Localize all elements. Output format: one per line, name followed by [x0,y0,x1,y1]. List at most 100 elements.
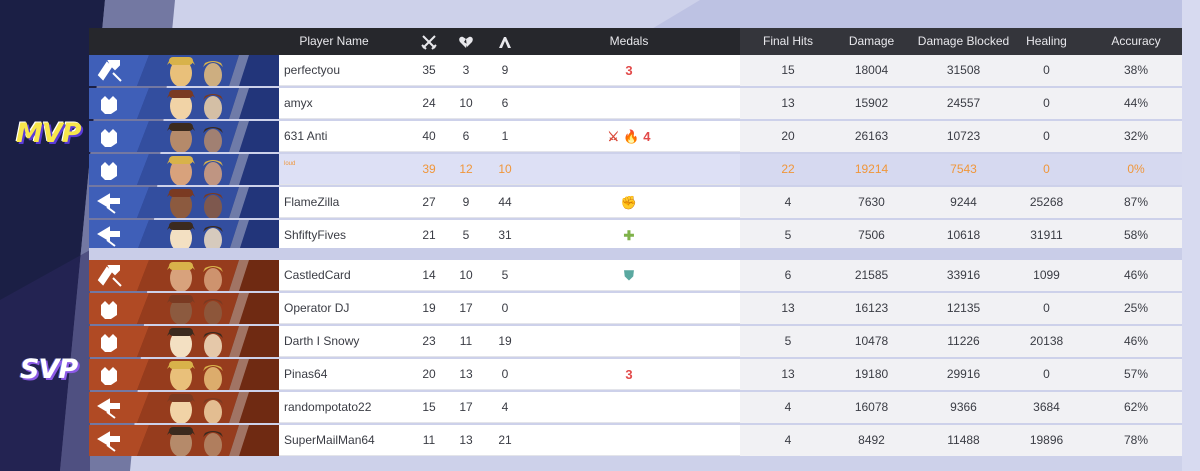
player-name[interactable]: Darth I Snowy [284,334,360,348]
swords-medal-icon: ⚔ [607,129,620,144]
healing: 3684 [1033,400,1060,414]
player-name[interactable]: Pinas64 [284,367,328,381]
header-player-name: Player Name [299,34,369,48]
duelist-icon [101,162,117,180]
damage-blocked: 10618 [946,228,981,242]
healing: 20138 [1029,334,1064,348]
final-hits: 13 [781,301,795,315]
handshake-icon [490,28,520,55]
triple-kill-medal-icon: 3 [625,63,633,78]
accuracy: 46% [1123,268,1149,282]
hero-portrait [89,121,279,152]
damage-blocked: 11226 [947,334,980,348]
team-divider [89,248,1182,260]
assists: 31 [498,228,512,242]
hero-portrait [89,392,279,423]
assists: 9 [501,63,509,77]
crossed-swords-icon [414,28,444,55]
final-hits: 4 [784,195,792,209]
damage: 18004 [854,63,889,77]
deaths: 5 [462,228,470,242]
player-row[interactable]: CastledCard 14 10 5 6 21585 33916 1099 46% ⛊ [89,260,1182,291]
hero-portrait [89,293,279,324]
player-name[interactable]: 631 Anti [284,129,328,143]
player-row[interactable]: 631 Anti 40 6 1 20 26163 10723 0 32% ⚔ 🔥 4 [89,121,1182,152]
accuracy: 62% [1123,400,1149,414]
duelist-icon [101,96,117,114]
damage: 15902 [854,96,889,110]
assists: 5 [501,268,509,282]
damage: 19180 [854,367,889,381]
hero-portrait [89,260,279,291]
final-hits: 4 [784,433,792,447]
medals [579,425,679,456]
deaths: 17 [459,400,473,414]
player-row[interactable]: randompotato22 15 17 4 4 16078 9366 3684 62% [89,392,1182,423]
player-name[interactable]: CastledCard [284,268,351,282]
player-row[interactable]: perfectyou 35 3 9 15 18004 31508 0 38% 3 [89,55,1182,86]
deaths: 6 [462,129,470,143]
player-name[interactable]: Operator DJ [284,301,350,315]
player-row[interactable]: SuperMailMan64 11 13 21 4 8492 11488 19896 78% [89,425,1182,456]
damage-blocked: 31508 [946,63,981,77]
player-row[interactable]: amyx 24 10 6 13 15902 24557 0 44% [89,88,1182,119]
final-hits: 6 [784,268,792,282]
accuracy: 38% [1123,63,1149,77]
healing: 0 [1043,367,1050,381]
accuracy: 78% [1123,433,1149,447]
damage-blocked: 7543 [950,162,977,176]
vanguard-icon [97,60,122,82]
damage-blocked: 11488 [947,433,980,447]
damage: 16123 [854,301,889,315]
player-name[interactable]: loud [284,161,296,167]
player-row[interactable]: loud 39 12 10 22 19214 7543 0 0% [89,154,1182,185]
accuracy: 32% [1123,129,1149,143]
fire-medal-icon: 🔥 [623,129,640,144]
strategist-icon [97,226,120,247]
player-name[interactable]: SuperMailMan64 [284,433,375,447]
healing: 25268 [1029,195,1064,209]
hero-portrait [89,154,279,185]
player-name[interactable]: amyx [284,96,313,110]
medals: ⚔ 🔥 4 [579,121,679,152]
player-row[interactable]: Pinas64 20 13 0 13 19180 29916 0 57% 3 [89,359,1182,390]
deaths: 12 [459,162,473,176]
hero-portrait [89,187,279,218]
kills: 23 [422,334,436,348]
kills: 35 [422,63,436,77]
player-row[interactable]: Operator DJ 19 17 0 13 16123 12135 0 25% [89,293,1182,324]
quad-kill-medal-icon: 4 [643,129,651,144]
damage-blocked: 24557 [946,96,981,110]
kills: 39 [422,162,436,176]
assists: 1 [501,129,509,143]
hero-portrait [89,220,279,251]
player-name[interactable]: FlameZilla [284,195,340,209]
medals: 3 [579,55,679,86]
deaths: 11 [459,334,473,348]
final-hits: 13 [781,367,795,381]
duelist-icon [101,301,117,319]
duelist-icon [101,334,117,352]
accuracy: 87% [1123,195,1149,209]
damage: 8492 [858,433,885,447]
player-name[interactable]: perfectyou [284,63,341,77]
final-hits: 5 [784,228,792,242]
medals [579,326,679,357]
damage-blocked: 9366 [950,400,977,414]
player-name[interactable]: randompotato22 [284,400,372,414]
player-row[interactable]: Darth I Snowy 23 11 19 5 10478 11226 20138 46% [89,326,1182,357]
player-row[interactable]: FlameZilla 27 9 44 4 7630 9244 25268 87% ✊ [89,187,1182,218]
medals: 3 [579,359,679,390]
player-row[interactable]: ShfiftyFives 21 5 31 5 7506 10618 31911 58% ✚ [89,220,1182,251]
healing: 0 [1043,162,1050,176]
medals: ✊ [579,187,679,218]
shield-medal-icon: ⛊ [624,268,634,283]
strategist-icon [97,193,120,214]
damage-blocked: 33916 [946,268,981,282]
damage-blocked: 12135 [946,301,981,315]
damage-blocked: 9244 [950,195,977,209]
player-name[interactable]: ShfiftyFives [284,228,347,242]
hero-portrait [89,88,279,119]
accuracy: 58% [1123,228,1149,242]
header-damage: Damage [848,34,895,48]
